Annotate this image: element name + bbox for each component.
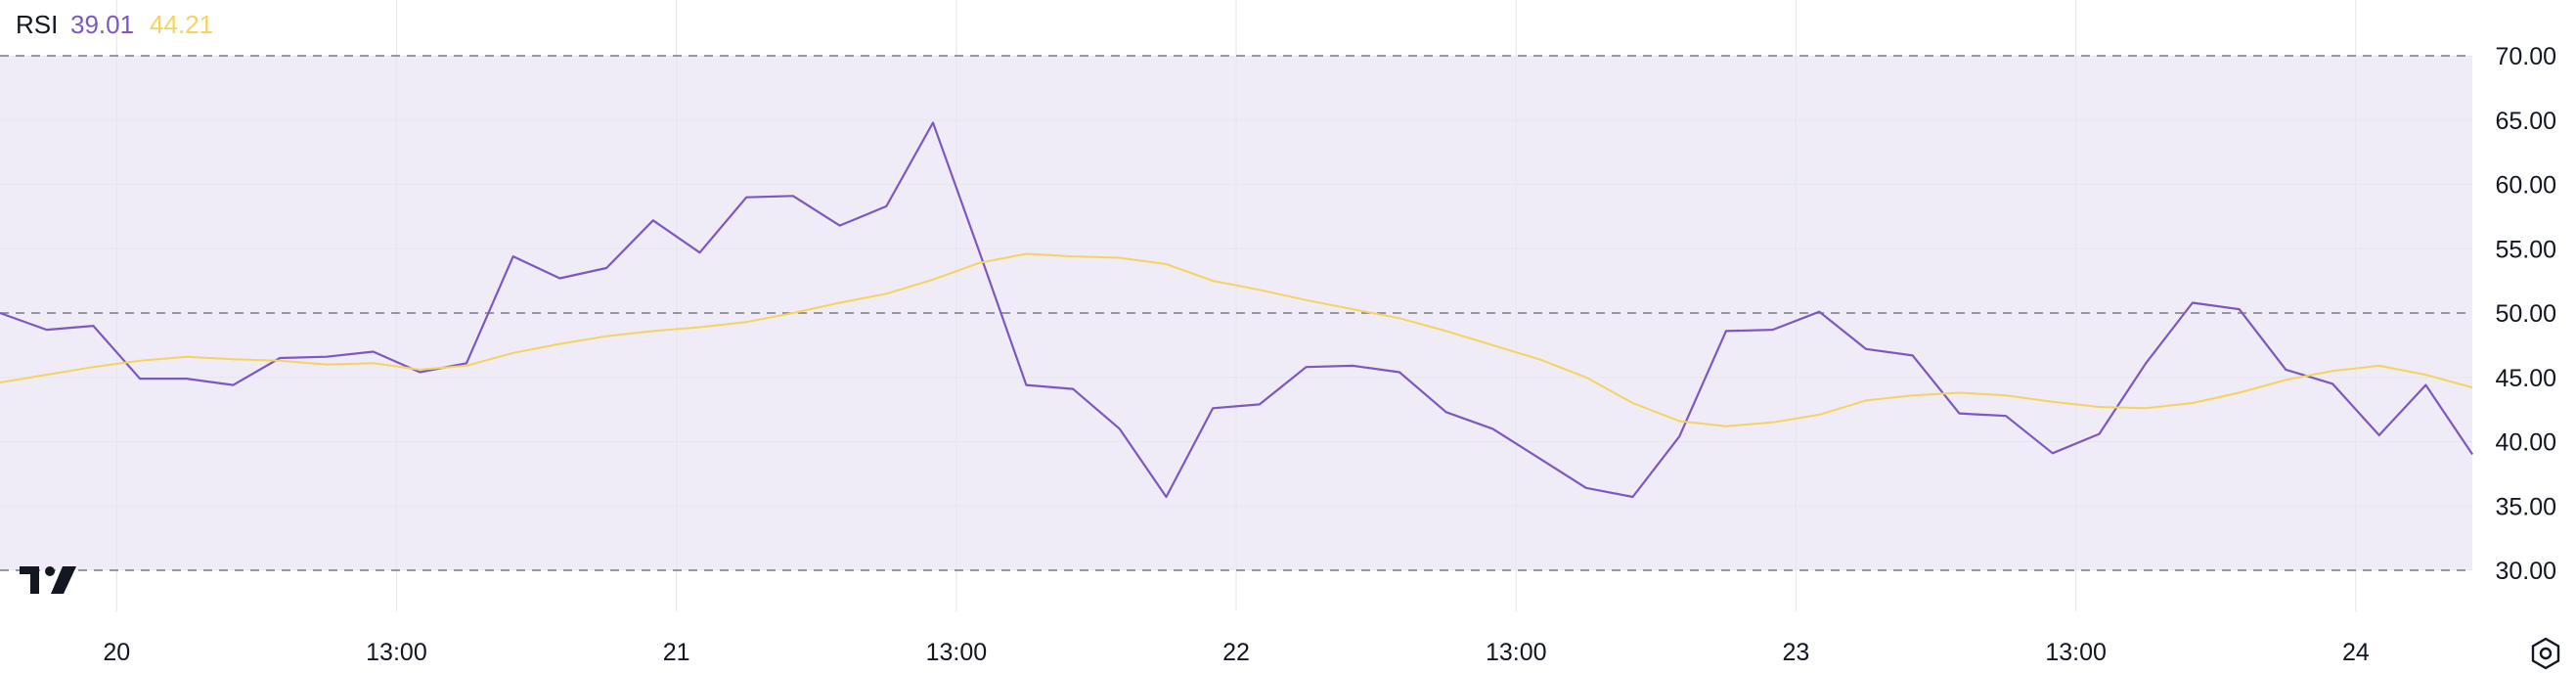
tradingview-logo-icon[interactable] <box>20 566 76 594</box>
time-axis[interactable]: 2013:002113:002213:002313:002413:002513:… <box>103 639 2576 666</box>
y-tick-label: 45.00 <box>2495 365 2556 392</box>
y-tick-label: 55.00 <box>2495 236 2556 263</box>
y-tick-label: 60.00 <box>2495 172 2556 200</box>
legend-indicator-name: RSI <box>16 10 58 39</box>
x-tick-label: 21 <box>663 639 690 666</box>
settings-gear-icon[interactable] <box>2531 637 2560 670</box>
x-tick-label: 13:00 <box>926 639 988 666</box>
legend[interactable]: RSI 39.01 44.21 <box>16 10 213 39</box>
x-tick-label: 13:00 <box>1486 639 1547 666</box>
y-tick-label: 50.00 <box>2495 300 2556 328</box>
x-tick-label: 24 <box>2342 639 2370 666</box>
x-tick-label: 23 <box>1783 639 1810 666</box>
y-tick-label: 35.00 <box>2495 493 2556 520</box>
y-tick-label: 30.00 <box>2495 558 2556 585</box>
price-axis[interactable]: 70.00 65.00 60.00 55.00 50.00 45.00 40.00 35.00… <box>2495 43 2556 585</box>
x-tick-label: 13:00 <box>366 639 427 666</box>
x-tick-label: 22 <box>1222 639 1250 666</box>
y-tick-label: 65.00 <box>2495 108 2556 135</box>
x-tick-label: 20 <box>103 639 130 666</box>
y-tick-label: 70.00 <box>2495 43 2556 70</box>
series-layer <box>0 121 2474 499</box>
grid-lines <box>0 0 2472 611</box>
x-tick-label: 13:00 <box>2045 639 2107 666</box>
legend-ma-value: 44.21 <box>150 10 213 39</box>
band-lines <box>0 55 2472 571</box>
y-tick-label: 40.00 <box>2495 429 2556 457</box>
ma-series-line <box>0 252 2473 427</box>
legend-rsi-value: 39.01 <box>70 10 134 39</box>
